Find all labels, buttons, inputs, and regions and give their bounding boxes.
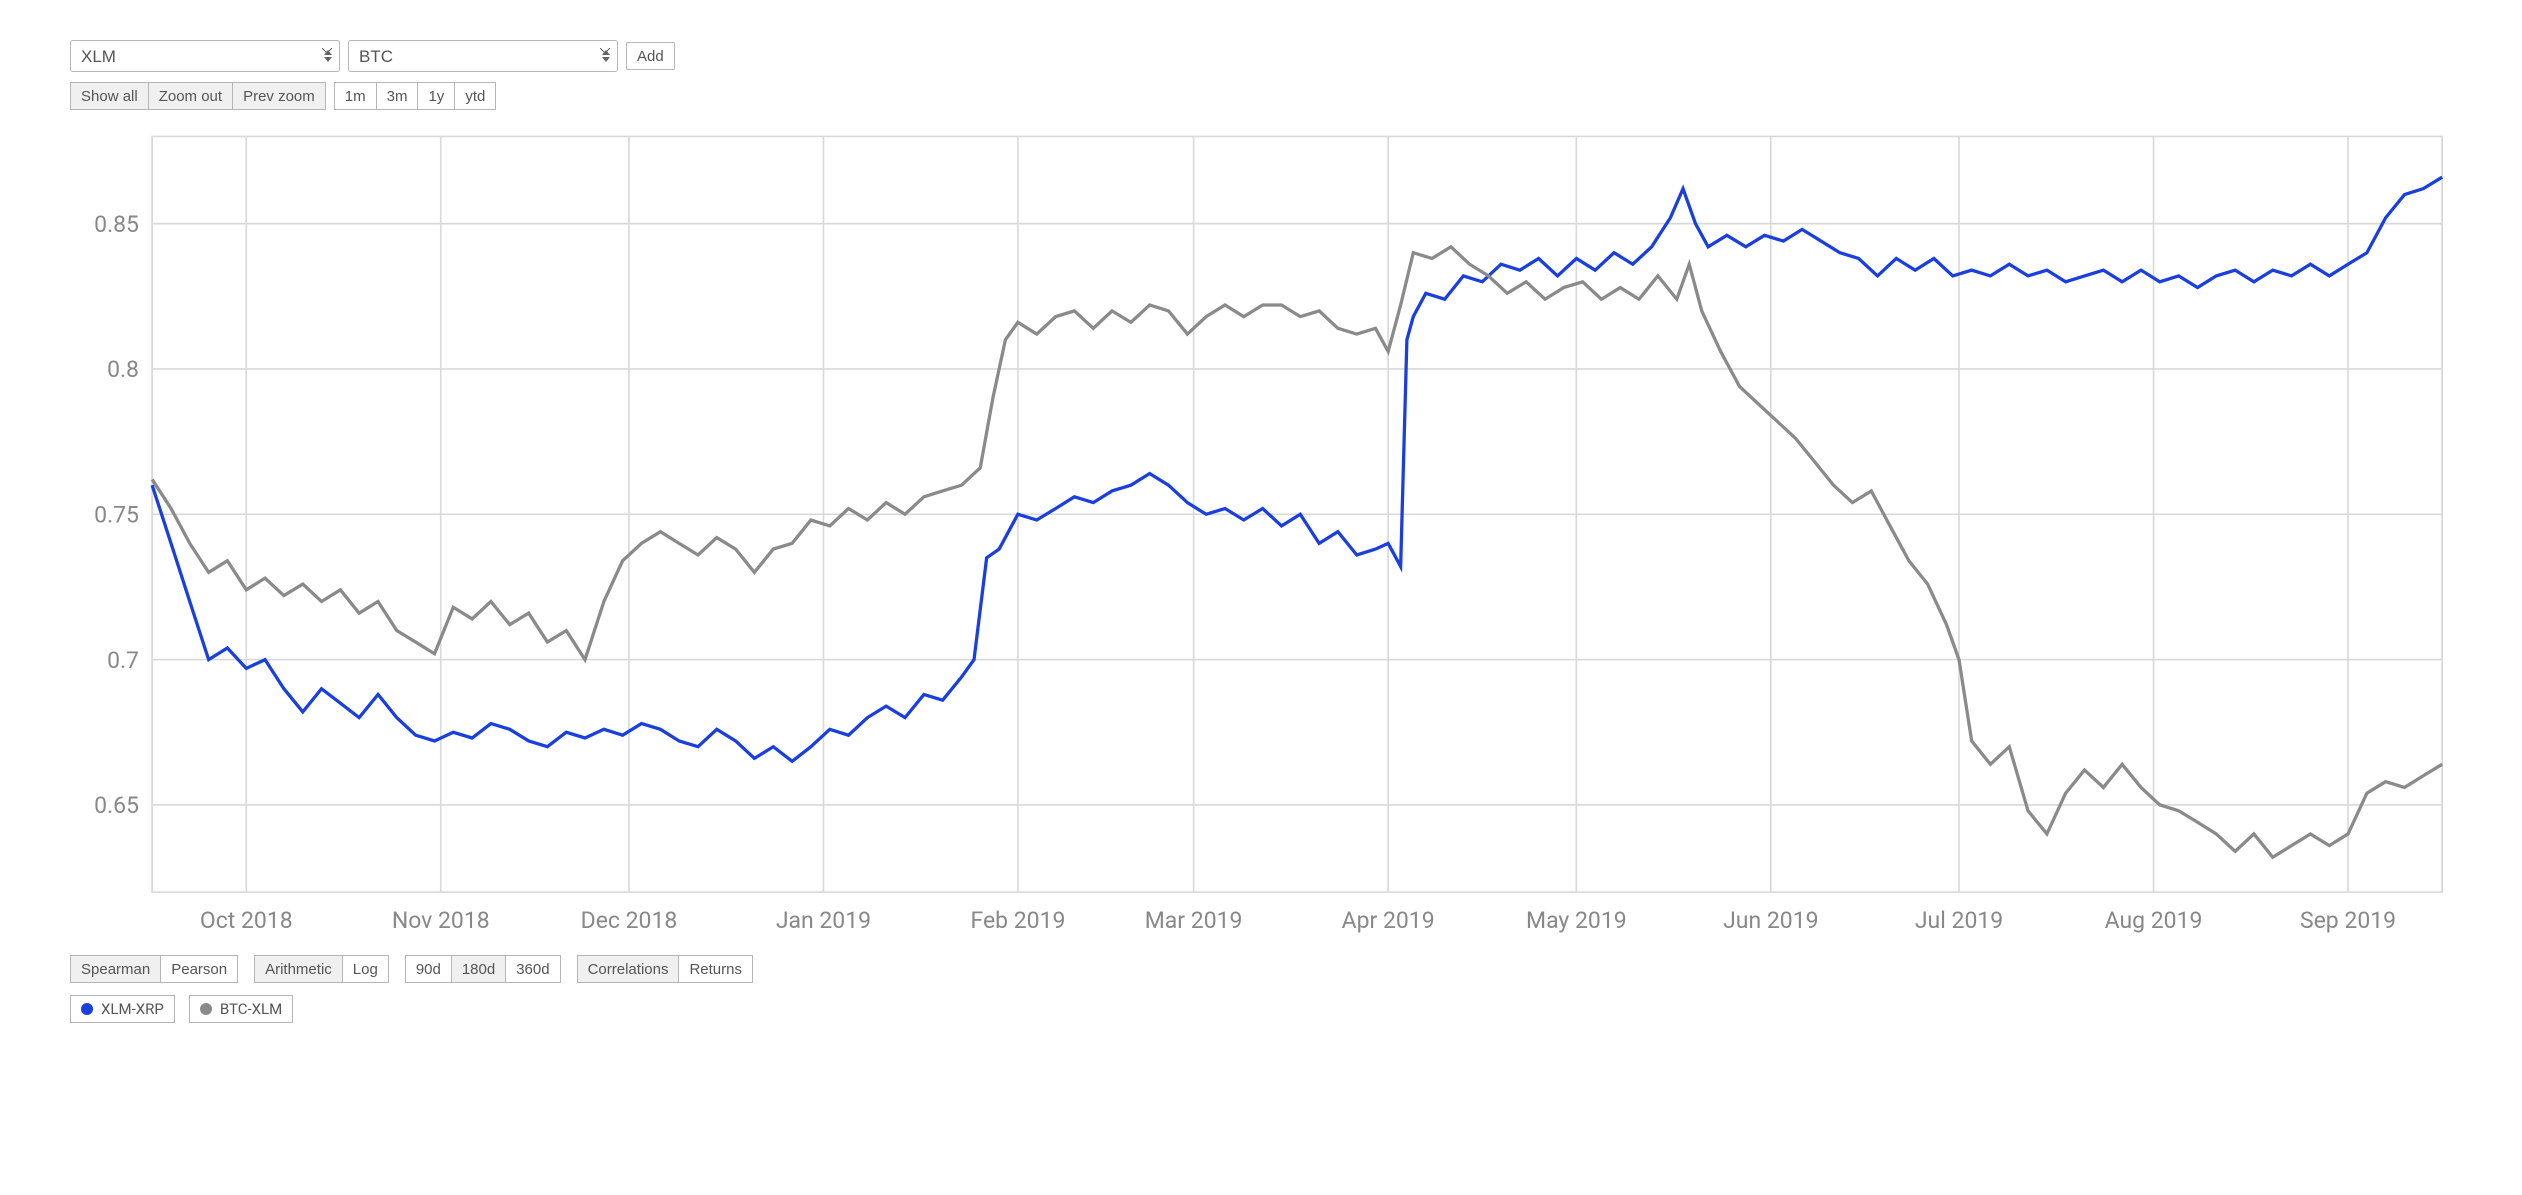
svg-text:Jun 2019: Jun 2019 xyxy=(1723,907,1818,934)
legend-label: XLM-XRP xyxy=(101,1000,164,1018)
svg-text:Nov 2018: Nov 2018 xyxy=(392,907,490,934)
svg-text:Apr 2019: Apr 2019 xyxy=(1342,907,1435,934)
svg-text:Feb 2019: Feb 2019 xyxy=(970,907,1065,934)
window-360d-button[interactable]: 360d xyxy=(505,955,560,983)
zoom-3m-button[interactable]: 3m xyxy=(376,82,419,110)
returns-button[interactable]: Returns xyxy=(678,955,753,983)
window-90d-button[interactable]: 90d xyxy=(405,955,452,983)
svg-text:May 2019: May 2019 xyxy=(1526,907,1627,934)
scale-group: Arithmetic Log xyxy=(254,955,389,983)
corr-method-group: Spearman Pearson xyxy=(70,955,238,983)
correlation-chart[interactable]: 0.65 0.7 0.75 0.8 0.85 Oct 2018 Nov 2018 Dec 20… xyxy=(70,120,2452,941)
svg-text:Oct 2018: Oct 2018 xyxy=(200,907,293,934)
legend-dot-icon xyxy=(200,1003,212,1015)
show-all-button[interactable]: Show all xyxy=(70,82,149,110)
svg-text:0.65: 0.65 xyxy=(94,792,139,819)
zoom-history-group: Show all Zoom out Prev zoom xyxy=(70,82,326,110)
log-button[interactable]: Log xyxy=(342,955,389,983)
correlations-button[interactable]: Correlations xyxy=(577,955,680,983)
asset-b-select-wrap: BTC xyxy=(348,40,618,72)
asset-b-select[interactable]: BTC xyxy=(348,40,618,72)
zoom-out-button[interactable]: Zoom out xyxy=(148,82,233,110)
svg-text:Mar 2019: Mar 2019 xyxy=(1145,907,1243,934)
legend-item-1[interactable]: BTC-XLM xyxy=(189,995,293,1023)
zoom-1y-button[interactable]: 1y xyxy=(417,82,455,110)
svg-text:Jul 2019: Jul 2019 xyxy=(1915,907,2003,934)
spearman-button[interactable]: Spearman xyxy=(70,955,161,983)
asset-a-select-wrap: XLM xyxy=(70,40,340,72)
chart-legend: XLM-XRP BTC-XLM xyxy=(70,995,2452,1023)
zoom-ytd-button[interactable]: ytd xyxy=(454,82,496,110)
zoom-preset-group: 1m 3m 1y ytd xyxy=(334,82,497,110)
svg-text:0.8: 0.8 xyxy=(107,356,139,383)
svg-text:Dec 2018: Dec 2018 xyxy=(581,907,678,934)
chart-container: 0.65 0.7 0.75 0.8 0.85 Oct 2018 Nov 2018 Dec 20… xyxy=(70,120,2452,941)
bottom-controls: Spearman Pearson Arithmetic Log 90d 180d… xyxy=(70,955,2452,983)
top-controls: XLM BTC Add xyxy=(70,40,2452,72)
add-button[interactable]: Add xyxy=(626,42,675,70)
legend-label: BTC-XLM xyxy=(220,1000,282,1018)
svg-text:Aug 2019: Aug 2019 xyxy=(2105,907,2203,934)
legend-dot-icon xyxy=(81,1003,93,1015)
legend-item-0[interactable]: XLM-XRP xyxy=(70,995,175,1023)
prev-zoom-button[interactable]: Prev zoom xyxy=(232,82,326,110)
svg-text:0.85: 0.85 xyxy=(94,211,139,238)
pearson-button[interactable]: Pearson xyxy=(160,955,238,983)
window-group: 90d 180d 360d xyxy=(405,955,561,983)
view-group: Correlations Returns xyxy=(577,955,753,983)
svg-text:0.75: 0.75 xyxy=(94,501,139,528)
asset-a-select[interactable]: XLM xyxy=(70,40,340,72)
zoom-1m-button[interactable]: 1m xyxy=(334,82,377,110)
svg-text:0.7: 0.7 xyxy=(107,647,139,674)
window-180d-button[interactable]: 180d xyxy=(451,955,506,983)
arithmetic-button[interactable]: Arithmetic xyxy=(254,955,343,983)
svg-text:Jan 2019: Jan 2019 xyxy=(776,907,871,934)
zoom-controls: Show all Zoom out Prev zoom 1m 3m 1y ytd xyxy=(70,82,2452,110)
svg-text:Sep 2019: Sep 2019 xyxy=(2300,907,2396,934)
